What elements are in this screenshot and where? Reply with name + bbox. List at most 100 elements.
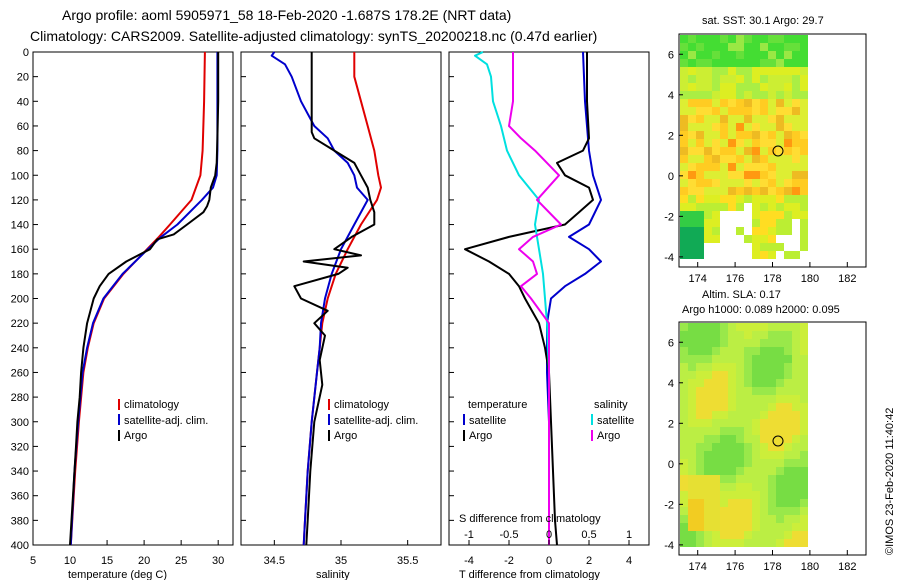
sla-map-cell	[784, 387, 792, 395]
sla-map-cell	[704, 371, 712, 379]
sla-map-cell	[688, 443, 696, 451]
depth-tick-label: 80	[17, 146, 29, 158]
sla-map-cell	[784, 323, 792, 331]
sla-map-cell	[736, 347, 744, 355]
sla-map-cell	[680, 443, 688, 451]
sst-map-cell	[800, 147, 808, 155]
sla-map-cell	[752, 395, 760, 403]
sst-map-cell	[712, 219, 720, 227]
temperature-legend: climatology satellite-adj. clim. Argo	[118, 399, 208, 442]
sst-map-cell	[792, 107, 800, 115]
sla-map-cell	[752, 435, 760, 443]
sla-map-cell	[768, 339, 776, 347]
sla-map-cell	[784, 443, 792, 451]
sla-map-cell	[784, 515, 792, 523]
sst-map-cell	[712, 91, 720, 99]
sst-map-cell	[688, 115, 696, 123]
sla-map-cell	[736, 419, 744, 427]
sst-map-cell	[704, 115, 712, 123]
sla-map-cell	[760, 515, 768, 523]
depth-tick-label: 40	[17, 96, 29, 108]
sla-map-cell	[744, 339, 752, 347]
sla-map-cell	[680, 539, 688, 547]
sst-map-cell	[696, 91, 704, 99]
sla-map-cell	[720, 435, 728, 443]
salinity-xlabel: salinity	[316, 569, 350, 580]
sst-map-cell	[760, 35, 768, 43]
sla-map-cell	[760, 379, 768, 387]
sla-map-cell	[704, 387, 712, 395]
sla-map-cell	[784, 419, 792, 427]
sst-map-cell	[776, 211, 784, 219]
sst-lon-tick-label: 174	[689, 273, 707, 285]
sla-map-cell	[728, 387, 736, 395]
sla-map-cell	[712, 467, 720, 475]
sst-map-cell	[712, 227, 720, 235]
sst-map-cell	[760, 99, 768, 107]
sla-map-cell	[696, 395, 704, 403]
sst-map-cell	[680, 131, 688, 139]
sst-map-cell	[776, 67, 784, 75]
sst-map-cell	[776, 75, 784, 83]
sla-map-cell	[744, 419, 752, 427]
sst-map-cell	[720, 235, 728, 243]
sla-map-cell	[720, 411, 728, 419]
sla-map-lon-ticks: 174 176 178 180 182	[689, 550, 856, 573]
sst-map-cell	[704, 203, 712, 211]
sla-map-cell	[696, 467, 704, 475]
sla-map-cell	[744, 443, 752, 451]
sst-map-cell	[720, 251, 728, 259]
sla-map-cell	[712, 443, 720, 451]
depth-tick-label: 200	[11, 294, 29, 306]
sla-map-cell	[760, 451, 768, 459]
sst-map-cell	[792, 75, 800, 83]
sla-map-cell	[800, 515, 808, 523]
sla-map-cell	[800, 427, 808, 435]
sst-map-cell	[720, 211, 728, 219]
sst-map-cell	[704, 179, 712, 187]
sla-map-cell	[680, 523, 688, 531]
temperature-x-ticks: 5 10 15 20 25 30	[30, 540, 224, 567]
sst-map-cell	[760, 59, 768, 67]
sst-map-cell	[680, 91, 688, 99]
sst-map-cell	[776, 163, 784, 171]
sst-map-cell	[720, 59, 728, 67]
sla-map-cell	[800, 379, 808, 387]
sla-map-cell	[720, 427, 728, 435]
sst-map-cell	[720, 51, 728, 59]
temperature-tick-label: 30	[212, 555, 224, 567]
sla-map-cell	[728, 451, 736, 459]
sla-map-cell	[776, 443, 784, 451]
sst-map-field	[680, 35, 808, 259]
sst-map-cell	[696, 171, 704, 179]
sla-map-cell	[728, 411, 736, 419]
sst-map-cell	[680, 35, 688, 43]
sst-map-cell	[728, 155, 736, 163]
sst-map-cell	[736, 163, 744, 171]
sla-map-cell	[760, 331, 768, 339]
sst-map-cell	[760, 211, 768, 219]
sst-map-cell	[704, 123, 712, 131]
depth-tick-label: 100	[11, 170, 29, 182]
sst-map-cell	[768, 91, 776, 99]
sla-map-cell	[760, 475, 768, 483]
sst-map-cell	[680, 211, 688, 219]
sst-map-cell	[752, 203, 760, 211]
sst-map-cell	[720, 163, 728, 171]
sst-map-cell	[768, 187, 776, 195]
sst-map-cell	[728, 99, 736, 107]
sst-map-cell	[792, 59, 800, 67]
sst-map-cell	[784, 147, 792, 155]
sla-map-cell	[736, 467, 744, 475]
sla-map-cell	[688, 363, 696, 371]
sla-map-cell	[784, 403, 792, 411]
sla-map-cell	[704, 427, 712, 435]
sla-map-cell	[728, 531, 736, 539]
sla-map-cell	[784, 539, 792, 547]
depth-tick-label: 400	[11, 540, 29, 552]
sst-map-cell	[688, 203, 696, 211]
sst-map-cell	[744, 187, 752, 195]
sst-map-cell	[768, 67, 776, 75]
sst-map-cell	[736, 195, 744, 203]
sla-map-cell	[704, 451, 712, 459]
